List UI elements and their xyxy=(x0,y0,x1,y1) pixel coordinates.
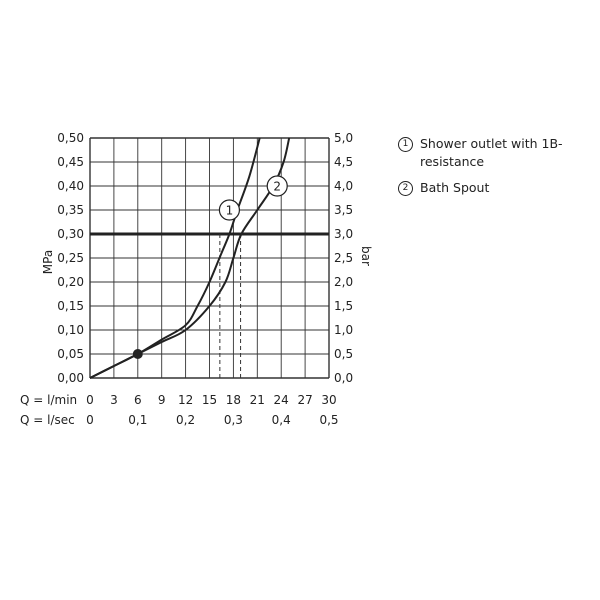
x-primary-tick-label: 12 xyxy=(178,393,193,407)
x-primary-tick-label: 0 xyxy=(86,393,94,407)
x-primary-axis-title: Q = l/min xyxy=(20,393,77,407)
legend-label-bath-spout: Bath Spout xyxy=(420,180,490,195)
x-secondary-tick-label: 0,3 xyxy=(224,413,243,427)
tick-labels: 0,000,050,100,150,200,250,300,350,400,45… xyxy=(57,131,353,427)
x-primary-tick-label: 9 xyxy=(158,393,166,407)
series-marker-circle-1 xyxy=(218,199,241,221)
y-left-tick-label: 0,20 xyxy=(57,275,84,289)
x-secondary-axis-title: Q = l/sec xyxy=(20,413,75,427)
x-secondary-tick-label: 0,4 xyxy=(272,413,291,427)
legend-item-shower: 1 Shower outlet with 1B-resistance xyxy=(398,135,598,171)
y-right-tick-label: 3,0 xyxy=(334,227,353,241)
legend-item-bath-spout: 2 Bath Spout xyxy=(398,179,598,197)
x-secondary-tick-label: 0,5 xyxy=(319,413,338,427)
series-marker-label-1: 1 xyxy=(226,204,234,218)
x-secondary-tick-label: 0,1 xyxy=(128,413,147,427)
x-primary-tick-label: 18 xyxy=(226,393,241,407)
x-primary-tick-label: 3 xyxy=(110,393,118,407)
x-primary-tick-label: 21 xyxy=(250,393,265,407)
y-left-tick-label: 0,05 xyxy=(57,347,84,361)
x-primary-tick-label: 27 xyxy=(297,393,312,407)
y-right-tick-label: 1,0 xyxy=(334,323,353,337)
x-primary-tick-label: 6 xyxy=(134,393,142,407)
y-right-axis-title: bar xyxy=(359,246,373,266)
y-left-tick-label: 0,25 xyxy=(57,251,84,265)
series-marker-circle-2 xyxy=(266,175,288,197)
y-right-tick-label: 2,5 xyxy=(334,251,353,265)
series-marker-label-2: 2 xyxy=(273,180,281,194)
y-left-tick-label: 0,00 xyxy=(57,371,84,385)
x-secondary-tick-label: 0,2 xyxy=(176,413,195,427)
y-left-tick-label: 0,50 xyxy=(57,131,84,145)
common-point xyxy=(132,349,143,359)
y-left-tick-label: 0,10 xyxy=(57,323,84,337)
y-right-tick-label: 4,5 xyxy=(334,155,353,169)
y-right-tick-label: 0,5 xyxy=(334,347,353,361)
y-right-tick-label: 1,5 xyxy=(334,299,353,313)
grid xyxy=(89,137,330,379)
x-primary-tick-label: 30 xyxy=(321,393,336,407)
y-right-tick-label: 0,0 xyxy=(334,371,353,385)
legend: 1 Shower outlet with 1B-resistance 2 Bat… xyxy=(398,135,598,205)
y-left-tick-label: 0,45 xyxy=(57,155,84,169)
x-secondary-tick-label: 0 xyxy=(86,413,94,427)
series-markers: 12 xyxy=(132,175,288,359)
x-primary-tick-label: 24 xyxy=(274,393,289,407)
x-primary-tick-label: 15 xyxy=(202,393,217,407)
y-right-tick-label: 2,0 xyxy=(334,275,353,289)
y-right-tick-label: 5,0 xyxy=(334,131,353,145)
legend-marker-2: 2 xyxy=(398,181,413,196)
legend-marker-1: 1 xyxy=(398,137,413,152)
legend-label-shower: Shower outlet with 1B-resistance xyxy=(420,136,563,169)
y-right-tick-label: 3,5 xyxy=(334,203,353,217)
y-left-tick-label: 0,40 xyxy=(57,179,84,193)
y-right-tick-label: 4,0 xyxy=(334,179,353,193)
y-left-axis-title: MPa xyxy=(41,250,55,274)
y-left-tick-label: 0,30 xyxy=(57,227,84,241)
y-left-tick-label: 0,15 xyxy=(57,299,84,313)
y-left-tick-label: 0,35 xyxy=(57,203,84,217)
